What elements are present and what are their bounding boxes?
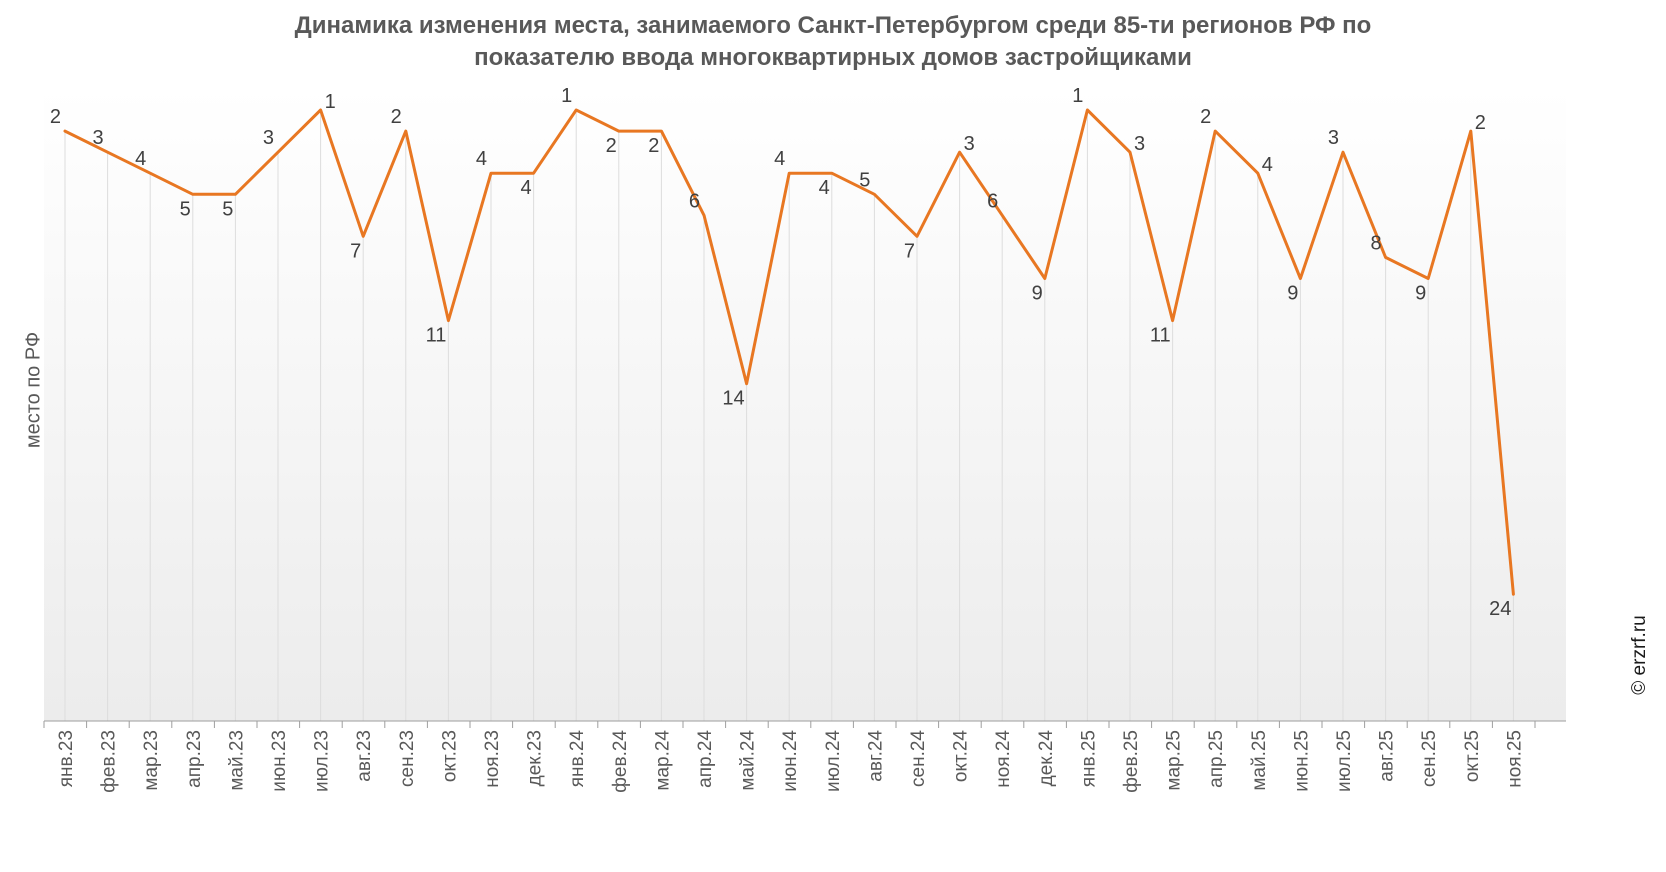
chart-title: Динамика изменения места, занимаемого Са… bbox=[100, 10, 1566, 74]
data-label: 2 bbox=[648, 135, 659, 157]
x-tick-label: ноя.23 bbox=[482, 730, 503, 788]
x-tick-label: сен.24 bbox=[908, 730, 929, 787]
data-label: 7 bbox=[350, 240, 361, 262]
x-tick-label: авг.23 bbox=[354, 730, 375, 782]
x-tick-label: окт.25 bbox=[1462, 730, 1483, 782]
x-tick-label: ноя.24 bbox=[993, 730, 1014, 788]
x-axis-ticks bbox=[43, 721, 1536, 728]
x-tick-label: янв.25 bbox=[1078, 730, 1099, 787]
x-tick-label: фев.24 bbox=[610, 730, 631, 793]
series-line bbox=[63, 108, 1515, 596]
chart-title-line-2: показателю ввода многоквартирных домов з… bbox=[474, 44, 1192, 71]
x-tick-label: авг.24 bbox=[865, 730, 886, 782]
x-tick-label: дек.24 bbox=[1036, 730, 1057, 787]
x-tick-label: июн.24 bbox=[780, 730, 801, 792]
data-label: 11 bbox=[426, 325, 447, 347]
data-label: 4 bbox=[520, 177, 531, 199]
data-label: 2 bbox=[50, 106, 61, 128]
x-tick-label: июл.25 bbox=[1334, 730, 1355, 792]
plot-area bbox=[44, 88, 1566, 721]
data-label: 5 bbox=[859, 169, 870, 191]
x-tick-label: окт.24 bbox=[951, 730, 972, 783]
x-tick-label: фев.23 bbox=[99, 730, 120, 793]
chart-title-line-1: Динамика изменения места, занимаемого Са… bbox=[294, 12, 1372, 39]
data-label: 9 bbox=[1287, 282, 1298, 304]
x-tick-label: мар.25 bbox=[1164, 730, 1185, 791]
data-label: 5 bbox=[180, 198, 191, 220]
data-label: 11 bbox=[1150, 325, 1171, 347]
data-label: 3 bbox=[964, 133, 975, 155]
data-label: 7 bbox=[904, 240, 915, 262]
data-label: 9 bbox=[1032, 282, 1043, 304]
x-tick-label: окт.23 bbox=[439, 730, 460, 782]
data-label: 2 bbox=[1200, 106, 1211, 128]
data-label: 6 bbox=[987, 190, 998, 212]
x-tick-label: фев.25 bbox=[1121, 730, 1142, 793]
data-label: 1 bbox=[561, 85, 572, 107]
data-label: 4 bbox=[819, 177, 830, 199]
x-tick-label: май.23 bbox=[226, 730, 247, 791]
x-tick-label: мар.24 bbox=[652, 730, 673, 791]
data-label: 3 bbox=[92, 127, 103, 149]
data-label: 1 bbox=[325, 91, 336, 113]
data-label: 4 bbox=[774, 148, 785, 170]
x-axis-tick-labels: янв.23 фев.23 мар.23 апр.23 май.23 июн.23 июл.… bbox=[56, 730, 1525, 793]
x-tick-label: июл.24 bbox=[823, 730, 844, 792]
data-label: 2 bbox=[1475, 112, 1486, 134]
data-label: 9 bbox=[1415, 282, 1426, 304]
data-label: 3 bbox=[1328, 127, 1339, 149]
data-label: 4 bbox=[135, 148, 146, 170]
data-label: 24 bbox=[1489, 598, 1511, 620]
x-tick-label: май.25 bbox=[1249, 730, 1270, 791]
data-label: 8 bbox=[1370, 232, 1381, 254]
data-label: 3 bbox=[263, 127, 274, 149]
x-tick-label: сен.23 bbox=[397, 730, 418, 787]
data-label: 3 bbox=[1134, 133, 1145, 155]
x-tick-label: ноя.25 bbox=[1504, 730, 1525, 788]
data-label: 14 bbox=[722, 388, 744, 410]
data-label: 4 bbox=[1262, 154, 1273, 176]
data-label: 2 bbox=[606, 135, 617, 157]
x-tick-label: май.24 bbox=[738, 730, 759, 791]
x-tick-label: дек.23 bbox=[525, 730, 546, 786]
series-group bbox=[63, 108, 1515, 596]
data-label: 6 bbox=[689, 190, 700, 212]
x-tick-label: авг.25 bbox=[1377, 730, 1398, 782]
x-tick-label: апр.24 bbox=[695, 730, 716, 788]
x-tick-label: сен.25 bbox=[1419, 730, 1440, 787]
data-label: 5 bbox=[222, 198, 233, 220]
x-tick-label: мар.23 bbox=[141, 730, 162, 791]
x-tick-label: апр.25 bbox=[1206, 730, 1227, 788]
x-tick-label: июн.25 bbox=[1291, 730, 1312, 792]
x-tick-label: янв.23 bbox=[56, 730, 77, 787]
data-label: 1 bbox=[1072, 85, 1083, 107]
data-label: 2 bbox=[391, 106, 402, 128]
x-tick-label: янв.24 bbox=[567, 730, 588, 788]
x-tick-label: июн.23 bbox=[269, 730, 290, 792]
data-label: 4 bbox=[476, 148, 487, 170]
x-tick-label: июл.23 bbox=[312, 730, 333, 792]
x-tick-label: апр.23 bbox=[184, 730, 205, 788]
grid-lines bbox=[64, 110, 1514, 721]
